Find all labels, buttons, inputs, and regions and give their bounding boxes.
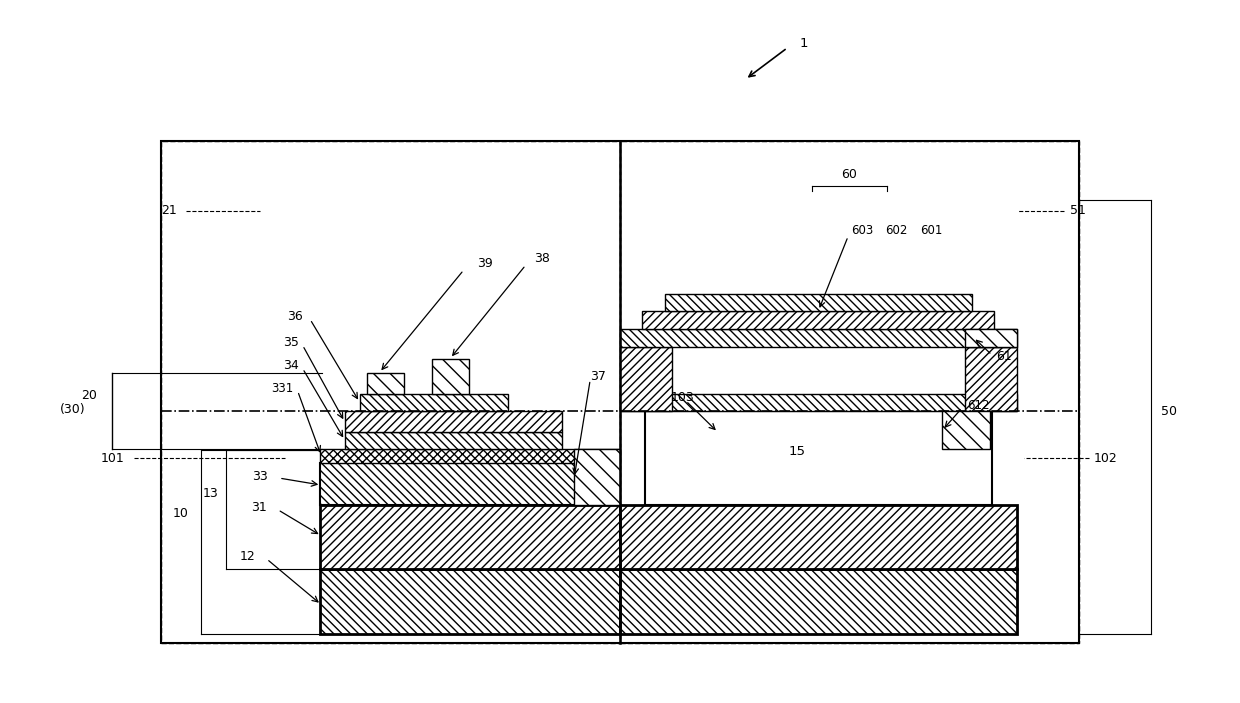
Text: 103: 103: [671, 391, 694, 404]
Text: 21: 21: [161, 205, 177, 217]
Text: 102: 102: [1094, 452, 1117, 465]
Text: 31: 31: [250, 501, 267, 514]
Bar: [574, 449, 620, 505]
Bar: [965, 347, 1017, 411]
Bar: [432, 359, 469, 394]
Bar: [161, 141, 1079, 643]
Text: 331: 331: [272, 382, 294, 394]
Bar: [367, 373, 404, 394]
Text: 601: 601: [920, 224, 942, 237]
Bar: [320, 569, 620, 634]
Text: 39: 39: [477, 257, 492, 270]
Text: 35: 35: [283, 336, 299, 349]
Text: 34: 34: [283, 359, 299, 372]
Text: 13: 13: [202, 487, 218, 500]
Text: 15: 15: [789, 445, 806, 458]
Text: (30): (30): [60, 403, 86, 415]
Text: 20: 20: [81, 389, 97, 401]
Text: 61: 61: [996, 350, 1012, 363]
Bar: [360, 394, 508, 411]
Bar: [161, 141, 620, 643]
Bar: [620, 569, 1017, 634]
Text: 612: 612: [967, 399, 990, 412]
Bar: [645, 411, 992, 505]
Bar: [320, 449, 620, 463]
Text: 51: 51: [1070, 205, 1086, 217]
Text: 60: 60: [842, 168, 857, 181]
Text: 36: 36: [286, 310, 303, 323]
Bar: [320, 463, 620, 505]
Text: 33: 33: [252, 470, 268, 483]
Text: 1: 1: [800, 37, 807, 50]
Bar: [345, 432, 562, 449]
Text: 38: 38: [534, 252, 549, 265]
Bar: [320, 505, 620, 569]
Text: 101: 101: [100, 452, 124, 465]
Bar: [345, 411, 562, 432]
Bar: [642, 311, 994, 329]
Bar: [620, 329, 1017, 347]
Bar: [620, 394, 1017, 411]
Text: 10: 10: [172, 507, 188, 520]
Text: 12: 12: [241, 550, 255, 563]
Text: 50: 50: [1161, 405, 1177, 418]
Bar: [620, 347, 672, 411]
Bar: [942, 411, 990, 449]
Bar: [620, 505, 1017, 569]
Bar: [665, 294, 972, 311]
Text: 37: 37: [590, 370, 606, 382]
Bar: [620, 141, 1079, 643]
Text: 603: 603: [851, 224, 873, 237]
Text: 602: 602: [885, 224, 908, 237]
Bar: [965, 329, 1017, 347]
